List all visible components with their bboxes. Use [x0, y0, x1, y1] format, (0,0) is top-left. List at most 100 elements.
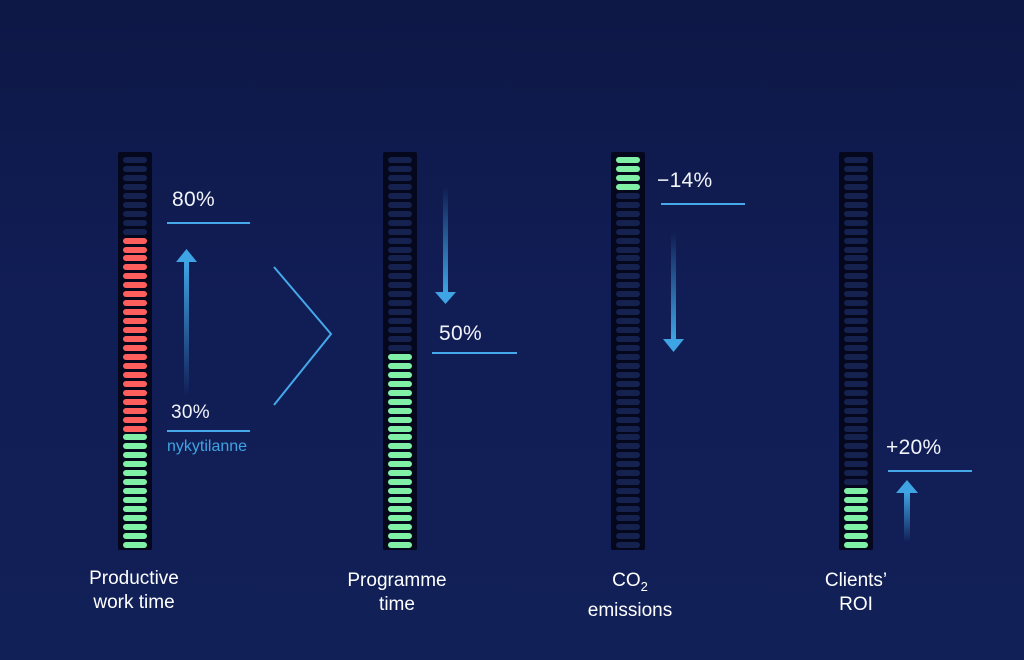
- gauge-segment: [123, 479, 147, 486]
- gauge-segment: [388, 461, 412, 468]
- gauge-segment: [616, 389, 640, 396]
- gauge-segment: [123, 443, 147, 450]
- gauge-segment: [388, 192, 412, 199]
- gauge-segment: [123, 362, 147, 369]
- metric-label-programme-time: Programme time: [307, 569, 487, 617]
- gauge-segment: [388, 380, 412, 387]
- gauge-segment: [844, 264, 868, 271]
- gauge-segment: [616, 497, 640, 504]
- gauge-segment: [616, 523, 640, 530]
- gauge-segment: [123, 497, 147, 504]
- gauge-segment: [123, 353, 147, 360]
- gauge-segment: [844, 344, 868, 351]
- gauge-segment: [616, 157, 640, 163]
- gauge-segment: [123, 300, 147, 307]
- gauge-segment: [388, 237, 412, 244]
- gauge-segment: [123, 515, 147, 521]
- target-value: 50%: [439, 322, 482, 345]
- gauge-segment: [123, 434, 147, 441]
- gauge-segment: [616, 228, 640, 235]
- gauge-segment: [123, 541, 147, 548]
- gauge-segment: [616, 255, 640, 262]
- gauge-segment: [616, 219, 640, 226]
- gauge-segment: [616, 273, 640, 280]
- gauge-segment: [616, 416, 640, 423]
- gauge-segment: [844, 479, 868, 486]
- gauge-segment: [388, 488, 412, 495]
- down-arrow-icon: [435, 186, 456, 304]
- gauge-segment: [388, 479, 412, 486]
- gauge-segment: [616, 380, 640, 387]
- gauge-segment: [388, 425, 412, 432]
- gauge-segment: [123, 219, 147, 226]
- gauge-segment: [616, 371, 640, 378]
- target-line: [888, 470, 972, 472]
- gauge-segment: [616, 488, 640, 495]
- gauge-segment: [388, 336, 412, 342]
- gauge-segment: [844, 434, 868, 441]
- gauge-segment: [123, 273, 147, 280]
- gauge-segment: [616, 264, 640, 271]
- gauge-segment: [123, 282, 147, 289]
- gauge-segment: [616, 344, 640, 351]
- gauge-segment: [388, 318, 412, 325]
- gauge-segment: [844, 398, 868, 405]
- gauge-segment: [844, 380, 868, 387]
- label-line: emissions: [587, 600, 673, 621]
- gauge-segment: [123, 228, 147, 235]
- gauge-segment: [844, 219, 868, 226]
- label-line: Productive: [89, 568, 179, 589]
- gauge-segment: [123, 488, 147, 495]
- gauge-segment: [844, 389, 868, 396]
- gauge-segment: [123, 183, 147, 190]
- label-co: CO: [612, 570, 641, 591]
- current-state-note: nykytilanne: [167, 438, 248, 455]
- gauge-segment: [844, 506, 868, 513]
- gauge-segment: [388, 443, 412, 450]
- gauge-segment: [123, 425, 147, 432]
- gauge-segment: [123, 523, 147, 530]
- gauge-segment: [388, 344, 412, 351]
- gauge-segment: [844, 371, 868, 378]
- gauge-segment: [388, 264, 412, 271]
- gauge-segment: [388, 201, 412, 208]
- gauge-segment: [123, 470, 147, 477]
- gauge-segment: [844, 210, 868, 217]
- gauge-segment: [616, 192, 640, 199]
- gauge-segment: [388, 219, 412, 226]
- target-line: [432, 352, 517, 354]
- gauge-segment: [123, 336, 147, 342]
- gauge-segment: [616, 201, 640, 208]
- gauge-segment: [388, 452, 412, 459]
- gauge-segment: [616, 506, 640, 513]
- gauge-segment: [844, 237, 868, 244]
- gauge-segment: [388, 434, 412, 441]
- gauge-segment: [616, 515, 640, 521]
- gauge-segment: [844, 183, 868, 190]
- chevron-right-icon: [273, 266, 333, 406]
- gauge-segment: [123, 174, 147, 181]
- gauge-segment: [844, 273, 868, 280]
- gauge-segment: [844, 443, 868, 450]
- gauge-segment: [616, 398, 640, 405]
- gauge-segment: [616, 336, 640, 342]
- gauge-segment: [616, 165, 640, 172]
- gauge-segment: [616, 174, 640, 181]
- gauge-segment: [844, 282, 868, 289]
- gauge-segment: [123, 246, 147, 253]
- gauge-segment: [844, 174, 868, 181]
- gauge-segment: [616, 407, 640, 414]
- gauge-segment: [616, 246, 640, 253]
- label-line: work time: [93, 592, 175, 613]
- gauge-segment: [388, 183, 412, 190]
- gauge-segment: [388, 228, 412, 235]
- gauge-segment: [844, 425, 868, 432]
- gauge-segment: [388, 327, 412, 334]
- down-arrow-icon: [663, 232, 684, 352]
- gauge-segment: [123, 532, 147, 539]
- gauge-segment: [844, 416, 868, 423]
- label-line: ROI: [839, 594, 873, 615]
- gauge-segment: [616, 532, 640, 539]
- gauge-segment: [844, 541, 868, 548]
